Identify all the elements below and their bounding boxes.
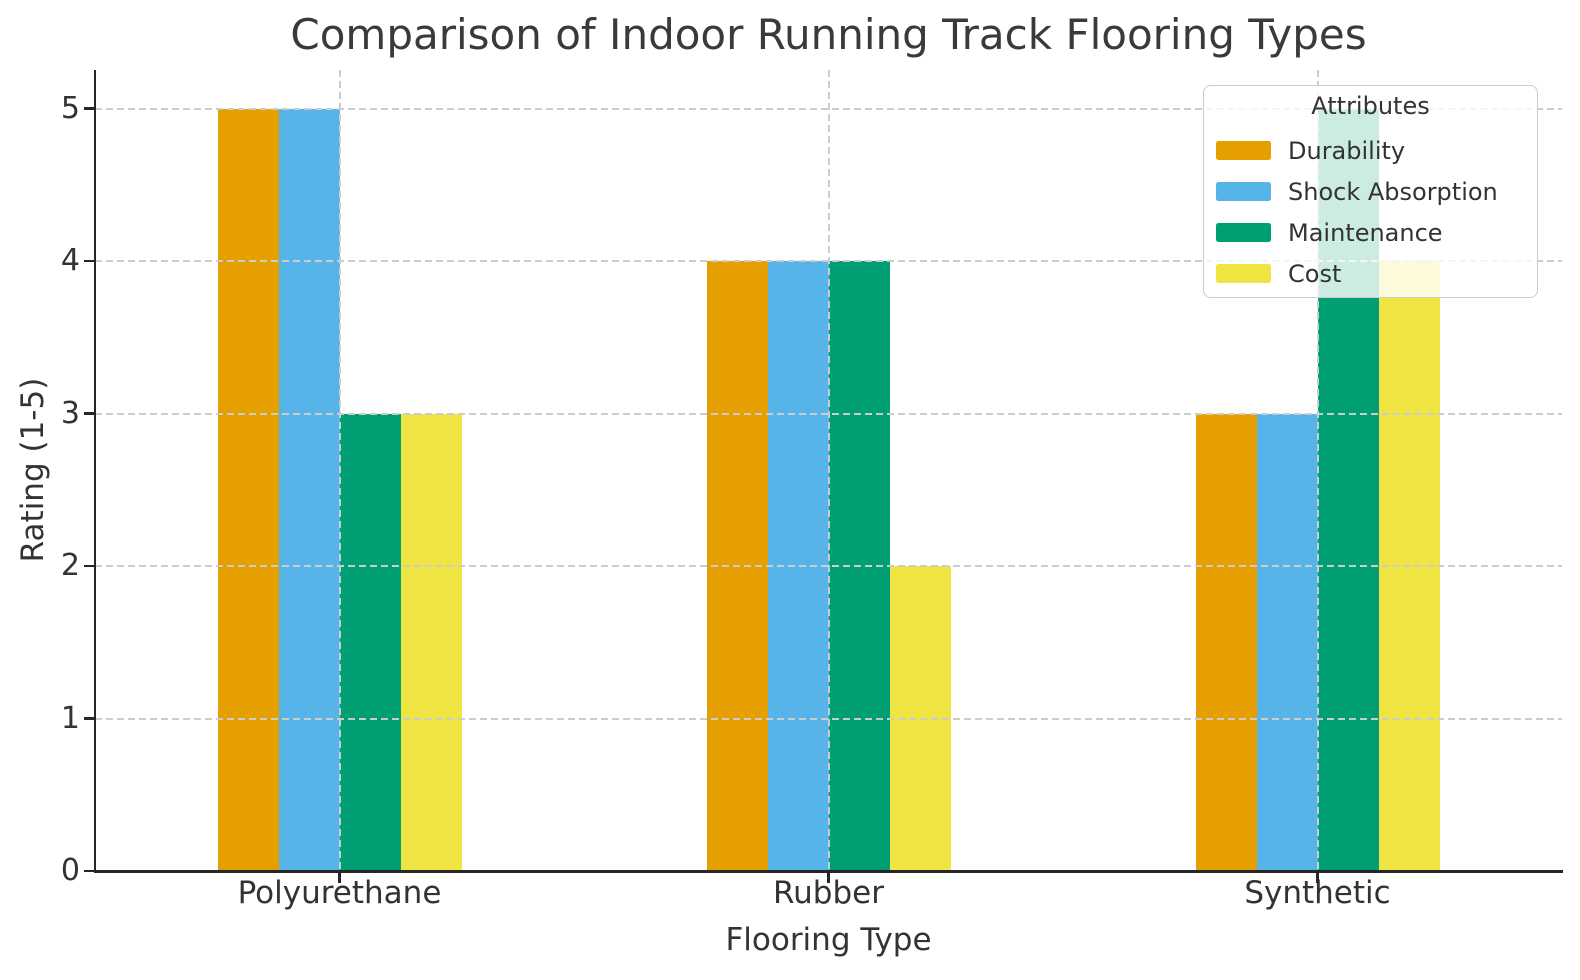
legend-item-durability: Durability — [1204, 130, 1537, 171]
y-tick-label-0: 0 — [60, 853, 80, 888]
y-tick-label-4: 4 — [60, 243, 80, 278]
gridline-vertical-polyurethane — [338, 70, 341, 871]
y-tick-mark-2 — [83, 564, 94, 568]
legend-label-maintenance: Maintenance — [1288, 218, 1443, 247]
legend-items: Durability Shock Absorption Maintenance Cos… — [1204, 130, 1537, 294]
y-tick-mark-1 — [83, 717, 94, 720]
legend-label-durability: Durability — [1288, 136, 1406, 165]
x-axis-label: Flooring Type — [725, 922, 932, 958]
bar-synthetic-durability — [1195, 413, 1257, 871]
y-tick-mark-4 — [83, 259, 94, 263]
legend-label-cost: Cost — [1288, 259, 1342, 288]
legend-item-shock-absorption: Shock Absorption — [1204, 171, 1537, 212]
x-axis-spine — [93, 870, 1563, 873]
x-tick-mark-rubber — [827, 873, 830, 883]
bar-synthetic-shock-absorption — [1256, 413, 1318, 871]
y-tick-mark-0 — [83, 869, 94, 873]
legend-swatch-shock-absorption-icon — [1216, 182, 1271, 201]
bar-polyurethane-shock-absorption — [278, 108, 340, 871]
x-tick-mark-polyurethane — [338, 873, 341, 883]
legend-swatch-cost-icon — [1216, 264, 1271, 283]
y-axis-spine — [93, 70, 96, 873]
bar-polyurethane-maintenance — [339, 413, 401, 871]
y-tick-label-3: 3 — [60, 395, 80, 431]
y-tick-label-1: 1 — [60, 700, 80, 736]
legend-item-cost: Cost — [1204, 253, 1537, 294]
gridline-vertical-rubber — [827, 70, 830, 871]
x-tick-mark-synthetic — [1316, 873, 1319, 883]
plot-area: Attributes Durability Shock Absorption Mai… — [83, 70, 1563, 883]
y-tick-label-5: 5 — [60, 90, 80, 126]
chart-title: Comparison of Indoor Running Track Floor… — [290, 10, 1367, 59]
y-tick-label-2: 2 — [60, 548, 80, 583]
y-tick-mark-3 — [83, 412, 94, 415]
legend-swatch-maintenance-icon — [1216, 223, 1271, 242]
gridline-vertical-synthetic — [1316, 70, 1319, 871]
legend-label-shock-absorption: Shock Absorption — [1288, 177, 1498, 206]
y-tick-mark-5 — [83, 107, 94, 110]
legend-item-maintenance: Maintenance — [1204, 212, 1537, 253]
bar-polyurethane-durability — [217, 108, 279, 871]
legend-swatch-durability-icon — [1216, 141, 1271, 160]
bar-polyurethane-cost — [400, 413, 462, 871]
legend-title: Attributes — [1311, 92, 1430, 120]
legend: Attributes Durability Shock Absorption Mai… — [1203, 85, 1538, 298]
